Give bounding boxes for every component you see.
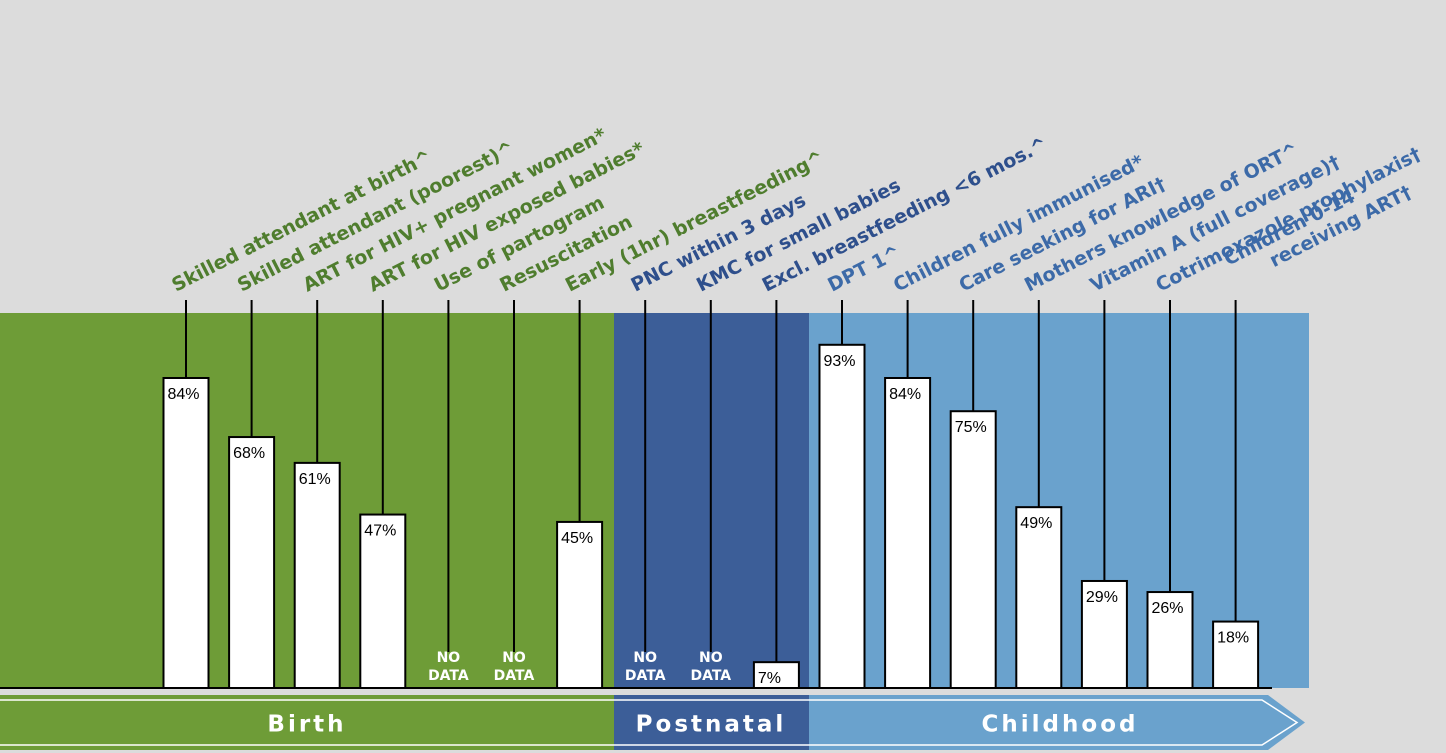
arrow-postnatal [614,695,809,750]
value-label-cotrimoxazole-prophylaxis: 26% [1152,600,1184,617]
no-data-label: NO [699,650,723,666]
value-label-vitamin-a-full-coverage: 29% [1086,589,1118,606]
value-label-dpt-1: 93% [824,353,856,370]
arrow-birth [0,695,614,750]
no-data-label: DATA [690,668,731,684]
bar-art-for-hiv-pregnant-women [293,461,341,689]
stage-label-childhood: Childhood [982,712,1139,738]
bars: 84% 68% 61% 47% NO DATA NO DATA 45% NO DATA NO DATA 7… [0,343,1272,690]
value-label-art-for-hiv-exposed-babies: 47% [364,523,396,540]
bar-art-for-hiv-exposed-babies [359,513,407,689]
no-data-label: DATA [494,668,535,684]
stage-label-postnatal: Postnatal [636,712,787,738]
stage-label-birth: Birth [267,712,346,738]
no-data-label: DATA [428,668,469,684]
bar-care-seeking-for-ari [949,410,997,689]
leader-lines [185,300,1237,663]
no-data-label: DATA [625,668,666,684]
value-label-care-seeking-for-ari: 75% [955,419,987,436]
value-label-skilled-attendant-poorest: 68% [233,445,265,462]
bar-children-fully-immunised [884,377,932,689]
value-label-excl-breastfeeding-6-mos: 7% [758,670,781,687]
bar-skilled-attendant-poorest [228,436,276,689]
category-labels: Skilled attendant at birth^Skilled atten… [168,124,1424,297]
bar-vitamin-a-full-coverage [1080,579,1128,690]
value-label-children-fully-immunised: 84% [889,386,921,403]
bar-dpt-1 [818,343,866,689]
bar-skilled-attendant-at-birth [162,377,210,689]
no-data-label: NO [502,650,526,666]
bar-children-0-14-receiving-art [1212,620,1260,689]
no-data-label: NO [633,650,657,666]
stage-arrow: Birth Postnatal Childhood [0,695,1305,750]
value-label-mothers-knowledge-of-ort: 49% [1020,515,1052,532]
bar-excl-breastfeeding-6-mos [752,661,800,690]
arrow-childhood [809,695,1305,750]
value-label-early-1hr-breastfeeding: 45% [561,530,593,547]
bar-mothers-knowledge-of-ort [1015,506,1063,689]
value-label-children-0-14-receiving-art: 18% [1217,630,1249,647]
bar-early-1hr-breastfeeding [556,520,604,690]
value-label-skilled-attendant-at-birth: 84% [168,386,200,403]
no-data-label: NO [437,650,461,666]
arrow-outline [0,699,1299,746]
value-label-art-for-hiv-pregnant-women: 61% [299,471,331,488]
